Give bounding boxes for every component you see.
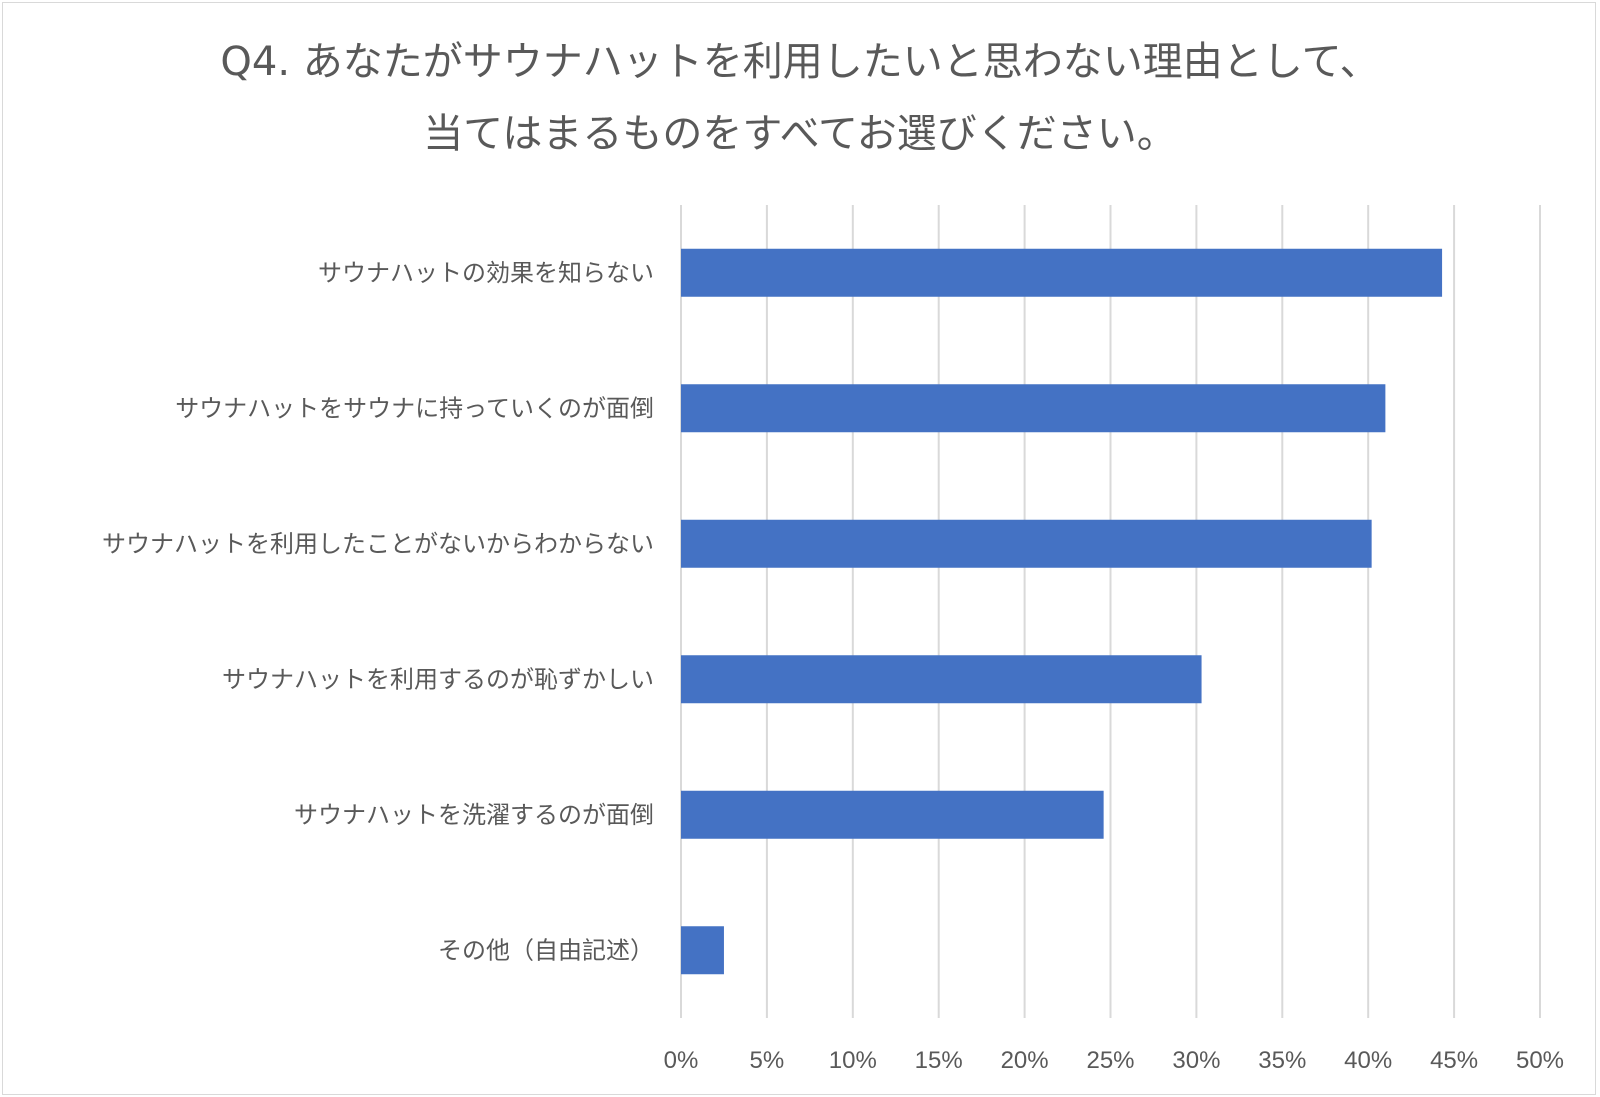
- x-tick-label: 25%: [1086, 1047, 1134, 1074]
- category-label: サウナハットの効果を知らない: [318, 259, 654, 287]
- bar: [681, 790, 1104, 839]
- bar: [681, 519, 1372, 568]
- x-tick-label: 40%: [1344, 1047, 1392, 1074]
- x-tick-label: 35%: [1258, 1047, 1306, 1074]
- category-label: サウナハットを利用したことがないからわからない: [102, 530, 654, 558]
- category-label: サウナハットをサウナに持っていくのが面倒: [175, 394, 654, 422]
- x-tick-label: 15%: [915, 1047, 963, 1074]
- x-tick-labels: 0% 5% 10% 15% 20% 25% 30% 35% 40% 45% 50%: [664, 1047, 1564, 1074]
- category-label: その他（自由記述）: [438, 936, 654, 964]
- bar: [681, 248, 1443, 297]
- category-labels: サウナハットの効果を知らないサウナハットをサウナに持っていくのが面倒サウナハット…: [102, 259, 654, 965]
- chart-title-line-1: Q4. あなたがサウナハットを利用したいと思わない理由として、: [220, 39, 1380, 85]
- x-tick-label: 50%: [1516, 1047, 1564, 1074]
- x-tick-label: 45%: [1430, 1047, 1478, 1074]
- chart-title-line-2: 当てはまるものをすべてお選びください。: [423, 111, 1177, 157]
- x-tick-label: 30%: [1172, 1047, 1220, 1074]
- x-tick-label: 10%: [829, 1047, 877, 1074]
- x-tick-label: 0%: [664, 1047, 699, 1074]
- gridlines: [680, 205, 1541, 1018]
- x-tick-label: 20%: [1001, 1047, 1049, 1074]
- x-tick-label: 5%: [750, 1047, 785, 1074]
- category-label: サウナハットを洗濯するのが面倒: [294, 801, 654, 829]
- bars: [681, 248, 1443, 975]
- category-label: サウナハットを利用するのが恥ずかしい: [222, 665, 654, 693]
- bar: [681, 384, 1386, 433]
- bar: [681, 926, 724, 975]
- chart-title: Q4. あなたがサウナハットを利用したいと思わない理由として、 当てはまるものを…: [0, 26, 1600, 170]
- bar: [681, 655, 1202, 704]
